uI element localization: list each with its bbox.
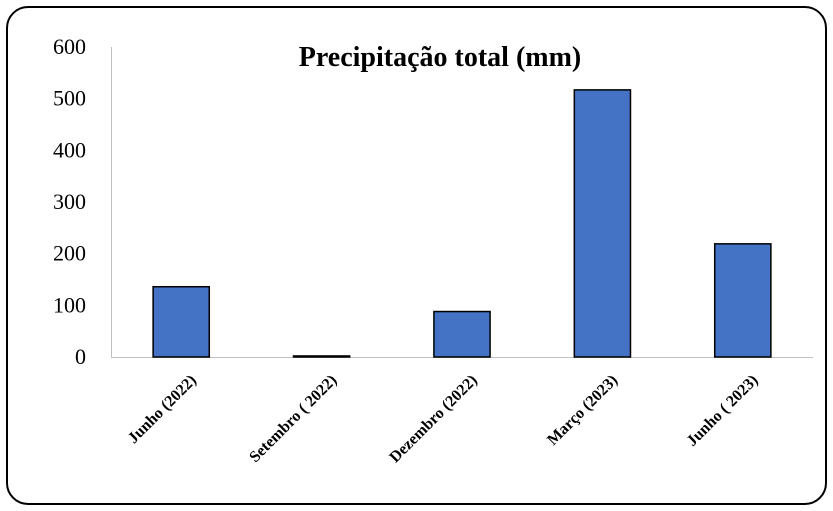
y-tick-label: 400 (53, 137, 86, 162)
y-tick-label: 0 (75, 344, 86, 369)
bar (713, 243, 772, 358)
y-tick-label: 200 (53, 241, 86, 266)
y-tick-label: 500 (53, 86, 86, 111)
bar (152, 285, 211, 358)
x-axis-labels: Junho (2022) Setembro ( 2022) Dezembro (20… (125, 372, 762, 466)
x-category-label: Março (2023) (544, 372, 621, 449)
y-tick-label: 100 (53, 292, 86, 317)
x-category-label: Dezembro (2022) (386, 372, 480, 466)
y-tick-label: 600 (53, 34, 86, 59)
x-category-label: Junho ( 2023) (684, 372, 762, 450)
bar (433, 310, 491, 358)
y-axis-ticks: 0 100 200 300 400 500 600 (53, 34, 86, 369)
bar (573, 89, 632, 358)
bars-group (152, 89, 772, 358)
x-category-label: Junho (2022) (125, 372, 200, 447)
bar (292, 355, 351, 358)
y-tick-label: 300 (53, 189, 86, 214)
x-category-label: Setembro ( 2022) (246, 372, 340, 466)
chart-frame (6, 6, 827, 505)
chart-title: Precipitação total (mm) (299, 42, 582, 73)
